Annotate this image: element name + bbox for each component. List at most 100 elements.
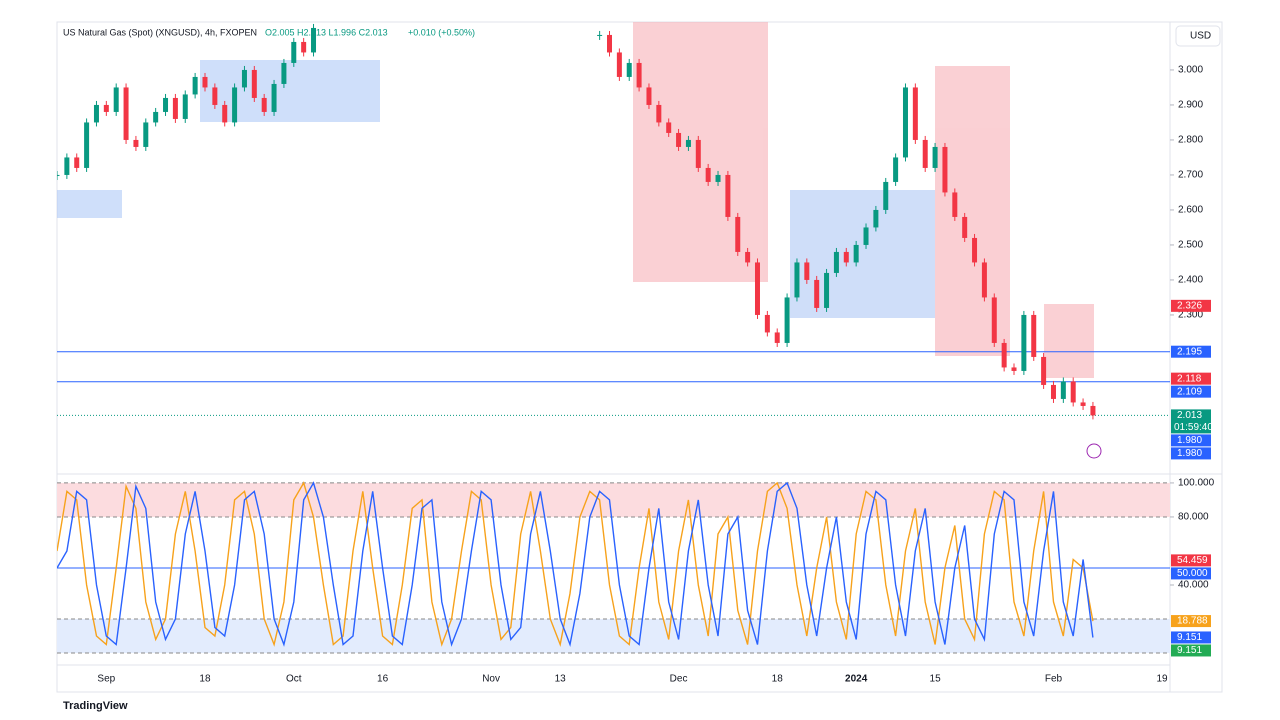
candle: [794, 262, 800, 298]
candle: [1070, 381, 1076, 403]
candle: [123, 87, 129, 140]
pane: [57, 23, 1170, 420]
candle: [163, 97, 169, 112]
candle: [241, 69, 247, 88]
candle: [705, 167, 711, 182]
candle: [192, 76, 198, 95]
zones: [57, 22, 1094, 378]
price-label: 2.195: [1177, 346, 1202, 357]
currency-button[interactable]: [1175, 25, 1221, 47]
x-tick-label: 18: [199, 674, 211, 685]
price-label-bg: [1171, 299, 1211, 312]
price-label-bg: [1171, 409, 1211, 434]
candle: [804, 262, 810, 280]
candle: [735, 216, 741, 252]
price-label-bg: [1171, 345, 1211, 358]
price-label-bg: [1171, 372, 1211, 385]
price-label: 9.151: [1177, 645, 1202, 656]
price-label-bg: [1171, 434, 1211, 447]
brand: TradingView: [63, 700, 128, 712]
candle: [1031, 314, 1037, 357]
candle: [942, 146, 948, 193]
candle: [883, 181, 889, 210]
price-label-bg: [1171, 447, 1211, 460]
candle: [1041, 356, 1047, 385]
candle: [824, 272, 830, 308]
x-tick-label: 16: [377, 674, 389, 685]
x-tick-label: 13: [555, 674, 567, 685]
candle: [93, 104, 99, 123]
price-label: 54.459: [1177, 555, 1208, 566]
y-tick-label: 2.400: [1178, 275, 1203, 286]
y-tick-label: 2.800: [1178, 135, 1203, 146]
y-tick-label: 2.700: [1178, 170, 1203, 181]
candle: [922, 139, 928, 168]
candle: [103, 104, 109, 112]
pane: [57, 481, 1170, 654]
candle: [981, 262, 987, 298]
candle: [656, 104, 662, 123]
x-tick-label: Oct: [286, 674, 302, 685]
candle: [182, 94, 188, 119]
price-label: 2.326: [1177, 300, 1202, 311]
candle: [962, 216, 968, 238]
price-label-bg: [1171, 567, 1211, 580]
price-label: 50.000: [1177, 568, 1208, 579]
candle: [153, 111, 159, 123]
y-tick-label: 80.000: [1178, 512, 1209, 523]
candle: [764, 314, 770, 333]
candle: [814, 279, 820, 308]
candle: [893, 157, 899, 182]
y-tick-label: 40.000: [1178, 580, 1209, 591]
event-icon[interactable]: [1086, 443, 1102, 459]
y-tick-label: 3.000: [1178, 65, 1203, 76]
support-zone: [790, 190, 942, 318]
y-tick-label: 2.300: [1178, 310, 1203, 321]
candle: [64, 157, 70, 175]
price-label-bg: [1171, 631, 1211, 644]
candle: [636, 62, 642, 88]
candle: [932, 146, 938, 168]
candle: [626, 62, 632, 77]
candle: [676, 132, 682, 147]
candle: [212, 87, 218, 105]
support-zone: [200, 60, 380, 122]
oscillator-line: [57, 481, 1094, 648]
candle: [695, 139, 701, 168]
change: +0.010 (+0.50%): [408, 27, 475, 37]
price-label-bg: [1171, 644, 1211, 657]
x-tick-label: Nov: [482, 674, 500, 685]
x-tick-label: Dec: [670, 674, 688, 685]
candle: [715, 174, 721, 182]
candle: [222, 104, 228, 123]
price-label-bg: [1171, 615, 1211, 628]
x-tick-label: 2024: [845, 674, 868, 685]
price-label: 1.980: [1177, 435, 1202, 446]
y-tick-label: 2.900: [1178, 100, 1203, 111]
countdown: 01:59:40: [1174, 422, 1213, 433]
candle: [311, 27, 317, 53]
candle: [902, 87, 908, 158]
candle: [853, 244, 859, 263]
candle: [74, 157, 80, 168]
y-tick-label: 2.600: [1178, 205, 1203, 216]
candle: [1001, 342, 1007, 368]
price-label: 1.980: [1177, 448, 1202, 459]
candle: [725, 174, 731, 217]
price-label-bg: [1171, 554, 1211, 567]
resistance-zone: [935, 66, 1010, 356]
price-label: 2.118: [1177, 373, 1202, 384]
candle: [172, 97, 178, 119]
candle: [251, 69, 257, 98]
candle: [952, 192, 958, 217]
support-zone: [57, 190, 122, 218]
y-tick-label: 2.500: [1178, 240, 1203, 251]
x-tick-label: Feb: [1045, 674, 1063, 685]
candle: [1060, 381, 1066, 399]
band: [57, 482, 1170, 517]
resistance-zone: [1044, 304, 1094, 378]
candle: [833, 251, 839, 273]
price-label: 2.109: [1177, 386, 1202, 397]
candle: [873, 209, 879, 228]
